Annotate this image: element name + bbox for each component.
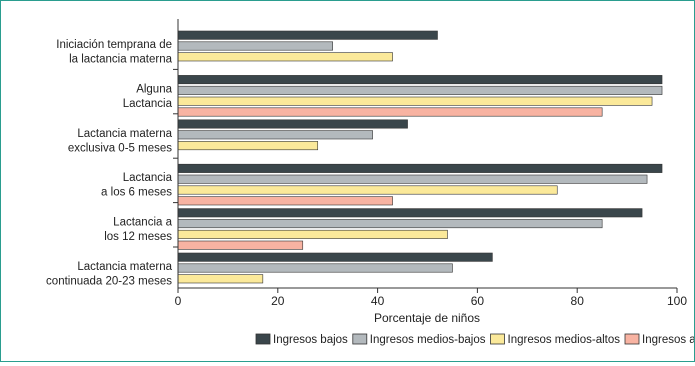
legend-label: Ingresos medios-bajos <box>370 334 486 346</box>
category-label: Lactancia <box>123 172 173 184</box>
bar <box>177 240 304 250</box>
bar <box>177 41 333 51</box>
bar <box>177 130 373 140</box>
legend-label: Ingresos medios-altos <box>508 334 621 346</box>
x-axis-label: Porcentaje de niños <box>374 311 480 325</box>
category-label: a los 6 meses <box>101 187 172 199</box>
category-labels: Iniciación temprana de la lactancia mater… <box>46 39 173 288</box>
bars-layer <box>177 30 663 284</box>
bar <box>177 219 603 229</box>
legend-swatch <box>624 333 640 345</box>
bar <box>177 196 393 206</box>
x-tick-label: 60 <box>471 294 485 308</box>
bar <box>177 141 319 151</box>
category-label: Lactancia materna <box>77 128 172 140</box>
bar <box>177 274 264 284</box>
category-label: Lactancia materna <box>77 261 172 273</box>
bar <box>177 208 643 218</box>
legend-swatch <box>490 333 505 345</box>
bar <box>177 96 653 106</box>
bar <box>177 107 603 117</box>
legend-label: Ingresos altos <box>642 334 694 346</box>
bar <box>177 119 408 129</box>
bar <box>177 30 438 40</box>
category-label: continuada 20-23 meses <box>46 276 172 288</box>
x-tick-label: 40 <box>371 294 385 308</box>
bar <box>177 163 663 173</box>
bar <box>177 85 663 95</box>
category-label: Alguna <box>136 83 172 95</box>
category-label: Lactancia a <box>113 217 172 229</box>
category-label: la lactancia materna <box>69 54 173 66</box>
bar <box>177 185 558 195</box>
legend: Ingresos bajos Ingresos medios-bajos Ingre… <box>255 333 695 346</box>
legend-swatch <box>352 333 368 345</box>
legend-swatch <box>255 333 271 345</box>
x-tick-label: 100 <box>667 294 687 308</box>
legend-label: Ingresos bajos <box>273 334 348 346</box>
bar <box>177 229 448 239</box>
category-label: exclusiva 0-5 meses <box>68 142 172 154</box>
x-tick-label: 80 <box>571 294 585 308</box>
category-label: los 12 meses <box>104 231 172 243</box>
category-label: Iniciación temprana de <box>56 39 172 51</box>
bar <box>177 75 663 85</box>
bar <box>177 52 393 62</box>
x-tick-label: 0 <box>175 294 182 308</box>
bar <box>177 263 453 273</box>
category-label: Lactancia <box>123 98 173 110</box>
axes-layer: 0 20 40 60 80 100 <box>173 19 687 308</box>
bar <box>177 174 648 184</box>
bar <box>177 252 493 262</box>
x-tick-label: 20 <box>271 294 285 308</box>
